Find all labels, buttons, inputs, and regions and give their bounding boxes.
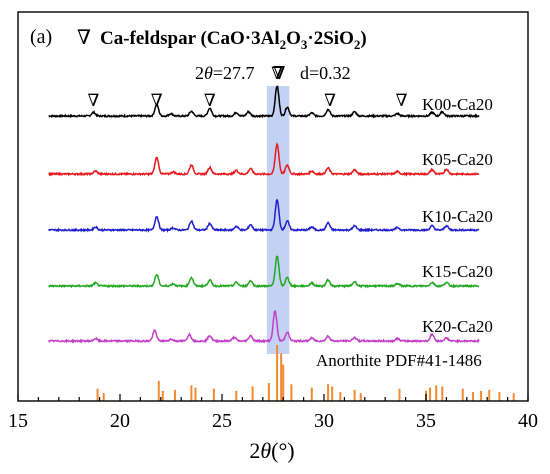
peak-marker-4: ∇: [324, 91, 336, 110]
x-tick-label-3: 30: [314, 410, 334, 432]
reference-layer: Anorthite PDF#41-1486: [96, 345, 515, 401]
panel-label: (a): [30, 26, 52, 48]
series-line-1: [48, 142, 480, 177]
x-tick-label-4: 35: [416, 410, 436, 432]
highlight-band: [266, 86, 290, 354]
annotation-d-spacing: d=0.32: [300, 63, 351, 83]
series-label-2: K10-Ca20: [422, 207, 493, 226]
plot-frame: [17, 11, 529, 402]
legend-marker: ∇: [77, 27, 91, 49]
peak-marker-3: ∇: [271, 64, 283, 83]
series-label-3: K15-Ca20: [422, 262, 493, 281]
x-axis-label: 2θ(°): [249, 438, 294, 463]
peak-marker-1: ∇: [151, 91, 163, 110]
reference-label: Anorthite PDF#41-1486: [316, 351, 482, 370]
tick-layer: 15 20 25 30 35 40: [8, 394, 538, 432]
peak-marker-0: ∇: [88, 91, 100, 110]
series-layer: K00-Ca20 ∇ ∇ ∇ ∇ ∇ ∇ K05-Ca20 K10-Ca20 K15-Ca20 K2…: [47, 64, 493, 344]
legend-label: Ca-feldspar (CaO·3Al2O3·2SiO2): [100, 28, 367, 52]
series-line-2: [47, 198, 480, 233]
x-tick-label-2: 25: [212, 410, 232, 432]
series-label-4: K20-Ca20: [422, 317, 493, 336]
peak-marker-5: ∇: [396, 91, 408, 110]
series-line-4: [47, 310, 480, 344]
series-label-0: K00-Ca20: [422, 95, 493, 114]
annotation-two-theta: 2θ=27.7: [195, 63, 255, 83]
x-tick-label-1: 20: [110, 410, 130, 432]
peak-marker-2: ∇: [204, 91, 216, 110]
series-line-0: [48, 85, 480, 119]
series-line-3: [48, 255, 480, 289]
series-label-1: K05-Ca20: [422, 150, 493, 169]
annotation-marker: ∇: [273, 63, 286, 83]
x-tick-label-0: 15: [8, 410, 28, 432]
x-tick-label-5: 40: [518, 410, 538, 432]
